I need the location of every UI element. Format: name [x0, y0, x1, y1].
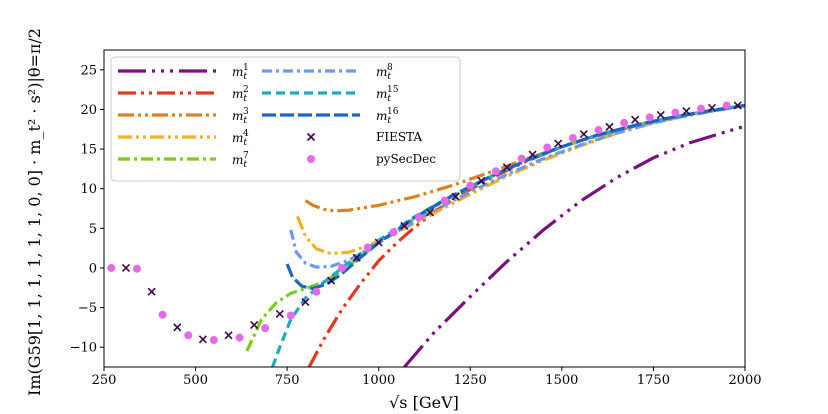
- pysecdec-point: [620, 118, 629, 127]
- fiesta-point: [121, 263, 131, 273]
- pysecdec-point: [466, 181, 475, 190]
- y-axis-label: Im(G59[1, 1, 1, 1, 1, 1, 0, 0] · m_t² · …: [25, 28, 44, 396]
- pysecdec-point: [158, 310, 167, 319]
- legend-label-2: mt2: [232, 85, 249, 104]
- series-line-3: [304, 103, 745, 213]
- fiesta-point: [502, 163, 511, 172]
- fiesta-point: [301, 297, 310, 307]
- pysecdec-point: [235, 333, 244, 342]
- legend-label-16: mt16: [376, 107, 399, 126]
- x-tick-label: 750: [275, 373, 300, 388]
- pysecdec-point: [209, 336, 218, 345]
- fiesta-point: [425, 208, 435, 217]
- pysecdec-point: [363, 243, 372, 252]
- fiesta-point: [631, 115, 640, 124]
- fiesta-point: [224, 331, 233, 340]
- legend-swatch-fiesta: [306, 132, 316, 142]
- legend-box: [110, 56, 461, 182]
- fiesta-point: [554, 139, 563, 148]
- pysecdec-point: [338, 263, 347, 272]
- y-tick-label: 25: [80, 63, 97, 78]
- pysecdec-point: [722, 101, 731, 110]
- pysecdec-point: [286, 311, 295, 320]
- y-tick-label: 5: [89, 222, 97, 237]
- pysecdec-point: [568, 133, 577, 142]
- fiesta-point: [451, 192, 460, 201]
- pysecdec-point: [517, 154, 526, 163]
- legend-label-fiesta: FIESTA: [376, 130, 422, 144]
- legend-swatch-pysecdec: [307, 155, 315, 163]
- x-tick-label: 500: [183, 373, 208, 388]
- fiesta-point: [579, 129, 588, 139]
- fiesta-point: [400, 221, 409, 231]
- series-line-1: [403, 124, 745, 367]
- legend-label-7: mt7: [232, 151, 249, 170]
- y-tick-label: 20: [80, 103, 97, 118]
- fiesta-point: [352, 253, 361, 262]
- x-tick-label: 250: [92, 373, 117, 388]
- marker-layer: [107, 101, 742, 345]
- fiesta-point: [173, 323, 182, 332]
- fiesta-point: [682, 106, 691, 116]
- x-axis-label: √s [GeV]: [389, 393, 459, 412]
- fiesta-point: [275, 309, 284, 318]
- pysecdec-point: [543, 143, 552, 152]
- legend-label-pysecdec: pySecDec: [376, 152, 436, 166]
- pysecdec-point: [415, 213, 424, 222]
- pysecdec-point: [184, 331, 193, 340]
- series-line-4: [295, 103, 745, 256]
- y-tick-label: −5: [78, 301, 97, 316]
- series-line-8: [289, 103, 745, 269]
- legend: mt1 mt2 mt3 mt4 mt7 mt8 mt15 mt16 FIESTA pySecDec: [110, 56, 461, 182]
- legend-label-1: mt1: [232, 63, 249, 82]
- pysecdec-point: [671, 108, 680, 117]
- fiesta-point: [707, 103, 717, 112]
- fiesta-point: [327, 276, 336, 285]
- x-tick-label: 1000: [362, 373, 395, 388]
- x-tick-label: 1500: [545, 373, 578, 388]
- legend-label-15: mt15: [376, 85, 399, 104]
- fiesta-point: [250, 320, 259, 330]
- pysecdec-point: [389, 228, 398, 237]
- x-tick-label: 1750: [637, 373, 670, 388]
- pysecdec-point: [697, 104, 706, 113]
- plot-frame: [103, 49, 746, 368]
- series-line-15: [270, 103, 745, 367]
- fiesta-point: [605, 122, 614, 131]
- y-tick-label: −10: [70, 341, 97, 356]
- fiesta-point: [733, 101, 742, 110]
- legend-label-4: mt4: [232, 129, 249, 148]
- pysecdec-point: [312, 287, 321, 296]
- pysecdec-point: [440, 196, 449, 205]
- pysecdec-point: [107, 263, 116, 272]
- pysecdec-point: [491, 167, 500, 176]
- x-tick-label: 2000: [728, 373, 761, 388]
- pysecdec-point: [261, 324, 270, 333]
- fiesta-point: [477, 176, 486, 185]
- pysecdec-point: [132, 264, 141, 273]
- y-tick-label: 0: [89, 261, 97, 276]
- pysecdec-point: [594, 126, 603, 135]
- fiesta-point: [656, 110, 665, 120]
- fiesta-point: [198, 335, 207, 344]
- fiesta-point: [374, 238, 383, 247]
- series-layer: [245, 103, 745, 367]
- x-tick-label: 1250: [454, 373, 487, 388]
- pysecdec-point: [645, 113, 654, 122]
- fiesta-point: [528, 150, 537, 159]
- legend-label-3: mt3: [232, 107, 249, 126]
- ticks-layer: 250 500 750 1000 1250 1500 1750 2000 −10 −5 0 5 10 15…: [70, 63, 762, 388]
- series-line-16: [285, 103, 745, 291]
- y-tick-label: 15: [80, 143, 97, 158]
- y-tick-label: 10: [80, 182, 97, 197]
- legend-label-8: mt8: [376, 63, 393, 82]
- fiesta-point: [147, 287, 156, 296]
